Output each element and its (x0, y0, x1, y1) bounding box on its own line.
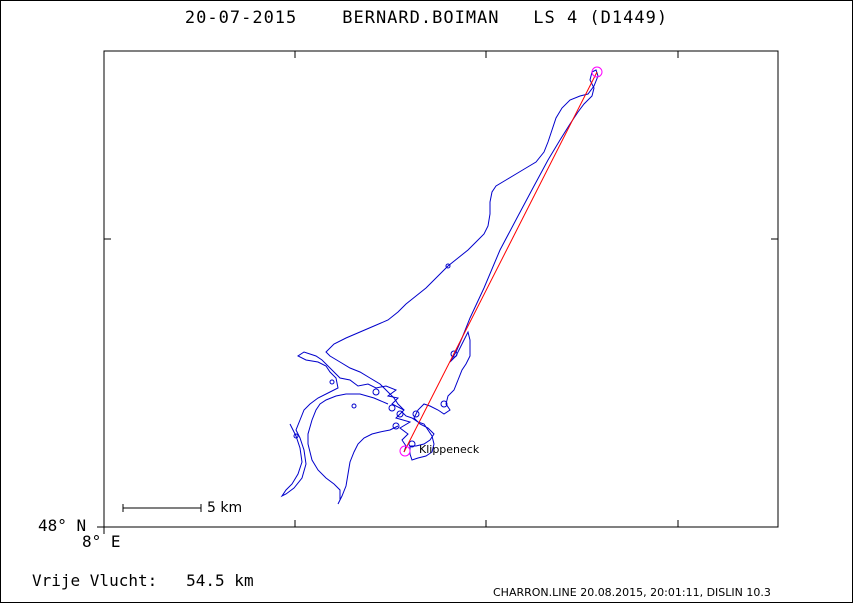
far-turnpoint (591, 66, 603, 78)
place-label: Klippeneck (419, 443, 480, 456)
origin-lat-label: 48° N (38, 516, 87, 535)
distance-result: Vrije Vlucht: 54.5 km (32, 571, 254, 590)
flight-track-north (325, 69, 599, 411)
scale-bar (122, 504, 202, 512)
start-turnpoint (399, 445, 411, 457)
footer-text: CHARRON.LINE 20.08.2015, 20:01:11, DISLI… (493, 586, 771, 599)
glider-name: LS 4 (D1449) (533, 8, 669, 28)
flight-date: 20-07-2015 (184, 8, 298, 28)
axis-ticks (97, 51, 778, 534)
flight-track-south (307, 393, 399, 505)
scale-label: 5 km (207, 500, 243, 516)
map-border (103, 50, 779, 528)
origin-lon-label: 8° E (82, 532, 121, 551)
pilot-name: BERNARD.BOIMAN (342, 8, 500, 28)
flight-track (280, 351, 412, 498)
distance-value: 54.5 km (186, 571, 254, 590)
thermal-circles (293, 263, 458, 448)
scored-route (403, 71, 598, 453)
flight-track-east (401, 330, 471, 461)
distance-label: Vrije Vlucht: (32, 571, 158, 590)
flight-title: 20-07-2015 BERNARD.BOIMAN LS 4 (D1449) (0, 8, 853, 28)
